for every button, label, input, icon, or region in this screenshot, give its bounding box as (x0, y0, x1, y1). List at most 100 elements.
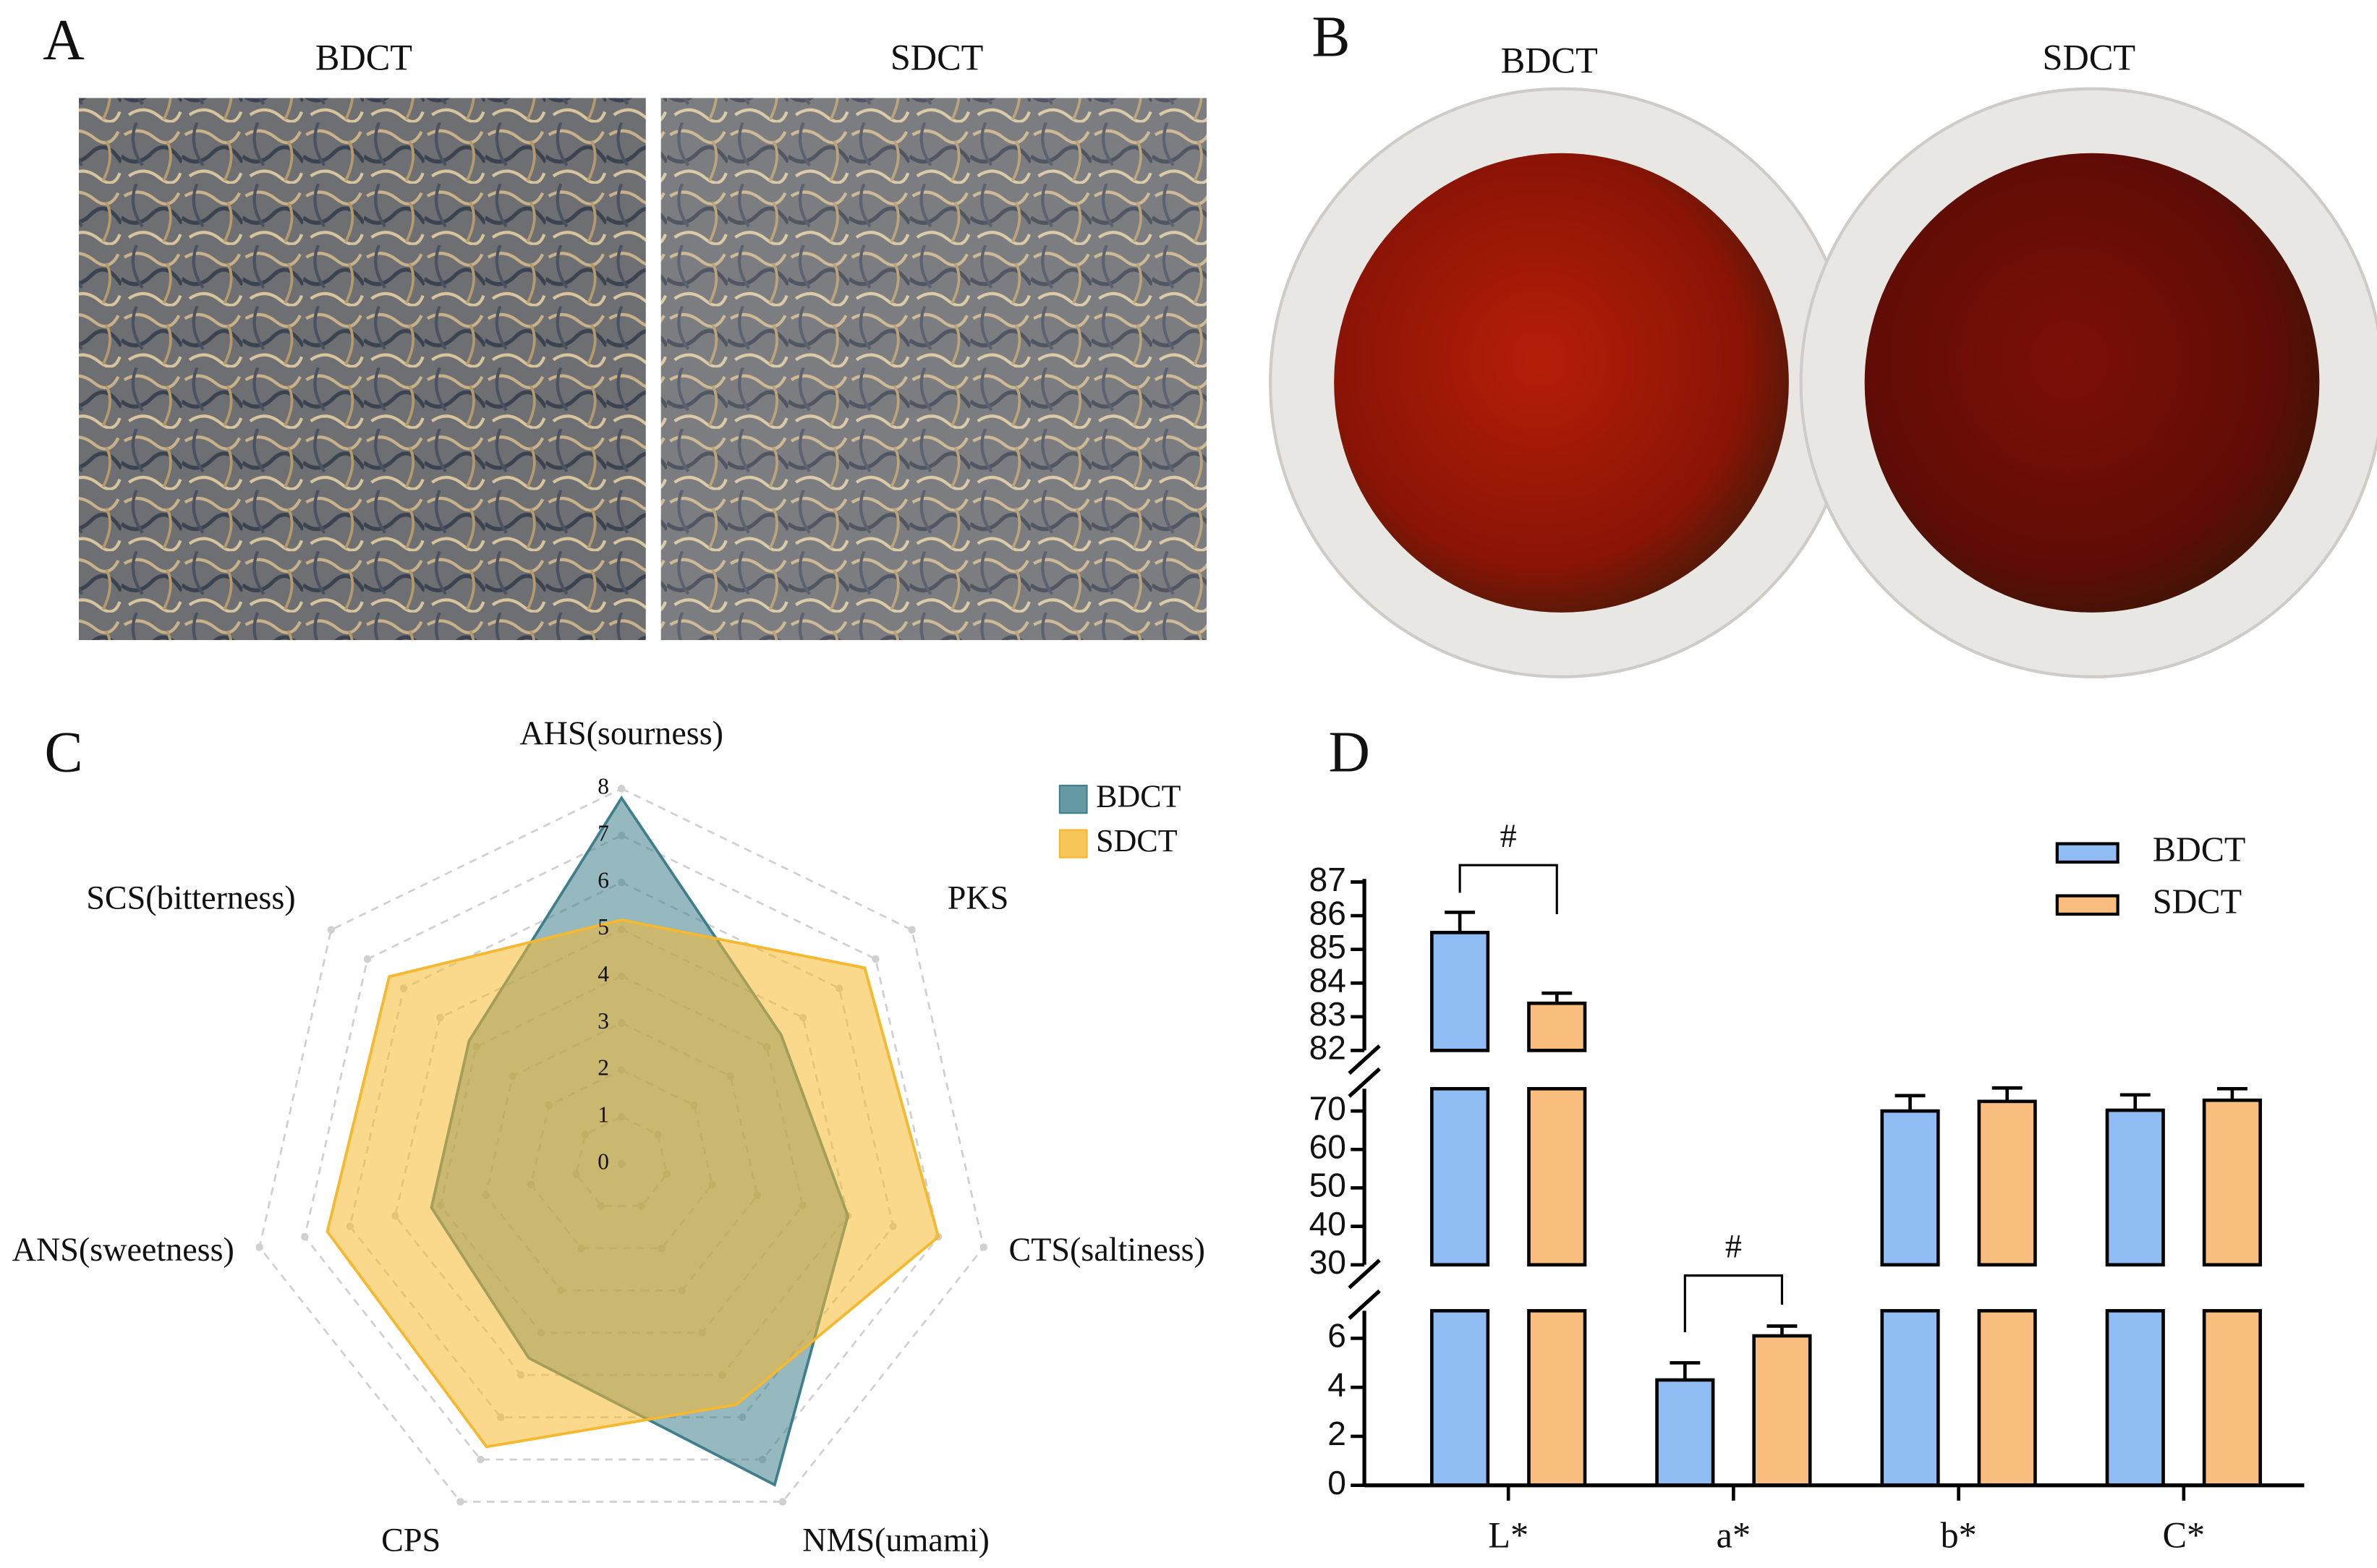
y-tick-label: 86 (1309, 894, 1346, 932)
significance-mark: # (1725, 1228, 1742, 1265)
grid-dot (255, 1243, 263, 1251)
tea-leaf-photo (660, 98, 1207, 640)
r-tick-label: 2 (598, 1055, 609, 1081)
axis-label: CPS (381, 1522, 441, 1559)
bar (1430, 931, 1490, 1052)
significance-bracket (1458, 864, 1558, 914)
panel-label: C (44, 720, 82, 784)
axis-break (1348, 1289, 1381, 1320)
panel-label: B (1311, 5, 1350, 69)
r-tick-label: 8 (598, 773, 609, 798)
axis-label: AHS(sourness) (519, 715, 723, 752)
significance-bracket (1683, 1274, 1784, 1332)
tea-infusion (1864, 153, 2320, 613)
grid-dot (872, 955, 880, 963)
legend-label: BDCT (1096, 778, 1181, 814)
grid-ring (303, 834, 940, 1461)
photo-caption: SDCT (2043, 37, 2136, 77)
error-bar (1670, 1360, 1701, 1381)
r-tick-label: 4 (598, 961, 609, 987)
y-tick-label: 82 (1309, 1028, 1346, 1066)
bar (1977, 1308, 2037, 1488)
bar (2202, 1308, 2262, 1488)
bar (1527, 1308, 1587, 1488)
bar (1527, 1086, 1587, 1267)
grid-dot (327, 926, 336, 934)
legend-label: SDCT (2153, 882, 2242, 921)
grid-dot (300, 1232, 309, 1241)
axis-break (1348, 1044, 1381, 1075)
y-tick-label: 40 (1309, 1205, 1346, 1243)
error-bar (1445, 911, 1476, 933)
bar (2105, 1108, 2165, 1267)
r-tick-label: 5 (598, 914, 609, 939)
r-tick-label: 0 (598, 1149, 609, 1174)
x-tick-label: C* (2162, 1514, 2205, 1555)
x-tick-label: b* (1940, 1514, 1976, 1555)
axis-label: ANS(sweetness) (12, 1232, 234, 1269)
error-bar (1766, 1324, 1798, 1337)
y-tick-label: 30 (1309, 1243, 1346, 1281)
tea-leaf-photo (78, 98, 646, 640)
photo-caption: BDCT (1501, 40, 1598, 80)
grid-dot (456, 1498, 464, 1506)
bar (1655, 1378, 1715, 1488)
y-tick-label: 85 (1309, 928, 1346, 966)
bar (2202, 1098, 2262, 1267)
grid-dot (617, 785, 626, 793)
bar (1752, 1334, 1812, 1488)
radar-area (326, 918, 940, 1449)
axis-label: NMS(umami) (802, 1522, 990, 1559)
y-tick-label: 4 (1327, 1365, 1346, 1403)
bar (1977, 1099, 2037, 1267)
grid-dot (477, 1455, 485, 1464)
grid-dot (979, 1243, 988, 1251)
bar (1880, 1308, 1940, 1488)
y-tick-label: 60 (1309, 1128, 1346, 1165)
grid-dot (908, 926, 916, 934)
bar (1430, 1308, 1490, 1488)
error-bar (1542, 991, 1573, 1004)
panel-label: A (43, 9, 85, 72)
x-tick-label: L* (1488, 1514, 1528, 1555)
y-tick-label: 6 (1327, 1317, 1346, 1355)
y-tick-label: 2 (1327, 1415, 1346, 1452)
photo-caption: BDCT (315, 37, 412, 77)
bar (1430, 1086, 1490, 1267)
error-bar (2119, 1093, 2151, 1111)
legend-swatch (1058, 829, 1088, 858)
x-tick-label: a* (1717, 1514, 1751, 1555)
photo-caption: SDCT (890, 37, 984, 77)
y-tick-label: 0 (1327, 1464, 1346, 1501)
grid-dot (363, 955, 372, 963)
axis-break (1348, 1258, 1381, 1290)
y-tick-label: 70 (1309, 1089, 1346, 1127)
legend-swatch (1058, 785, 1088, 814)
axis-break (1348, 1067, 1381, 1098)
legend-swatch (2055, 842, 2119, 864)
error-bar (2216, 1086, 2248, 1101)
r-tick-label: 6 (598, 867, 609, 892)
significance-mark: # (1500, 818, 1517, 855)
y-tick-label: 87 (1309, 861, 1346, 898)
y-tick-label: 50 (1309, 1167, 1346, 1204)
error-bar (1895, 1094, 1926, 1112)
r-tick-label: 7 (598, 820, 609, 845)
error-bar (1991, 1086, 2023, 1102)
r-tick-label: 3 (598, 1008, 609, 1034)
legend-label: BDCT (2153, 830, 2246, 869)
r-tick-label: 1 (598, 1102, 609, 1127)
axis-label: CTS(saltiness) (1009, 1232, 1205, 1269)
panel-label: D (1328, 720, 1370, 784)
axis-label: PKS (948, 880, 1009, 917)
bar (1527, 1001, 1587, 1052)
y-tick-label: 84 (1309, 961, 1346, 999)
bar (2105, 1308, 2165, 1488)
legend-label: SDCT (1096, 823, 1177, 858)
tea-infusion (1334, 153, 1789, 613)
axis-label: SCS(bitterness) (86, 880, 295, 917)
y-tick-label: 83 (1309, 995, 1346, 1033)
grid-dot (778, 1498, 787, 1506)
bar (1880, 1109, 1940, 1267)
